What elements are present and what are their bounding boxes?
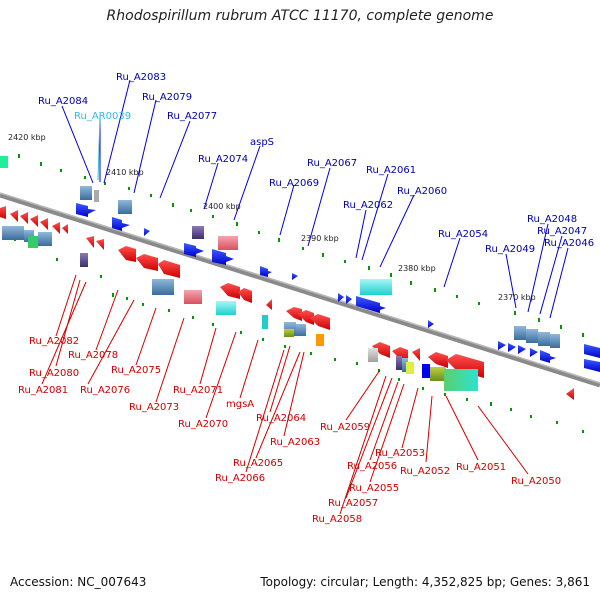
kbp-tick: 2420 kbp <box>8 133 46 142</box>
genome-summary-text: Topology: circular; Length: 4,352,825 bp… <box>260 575 590 589</box>
kbp-tick: 2380 kbp <box>398 264 436 273</box>
gene-label: Ru_A2076 <box>80 385 130 396</box>
gene-label: Ru_A2063 <box>270 437 320 448</box>
gene-label: Ru_A2055 <box>349 483 399 494</box>
gene-label: Ru_A2053 <box>375 448 425 459</box>
gene-label: Ru_A2062 <box>343 200 393 211</box>
gene-label: Ru_A2070 <box>178 419 228 430</box>
gene-label: Ru_A2081 <box>18 385 68 396</box>
gene-label: Ru_A2078 <box>68 350 118 361</box>
gene-label: Ru_A2046 <box>544 238 594 249</box>
map-title: Rhodospirillum rubrum ATCC 11170, comple… <box>106 8 494 24</box>
gene-label: Ru_A2071 <box>173 385 223 396</box>
forward-genes <box>76 203 600 372</box>
gene-label: mgsA <box>226 399 254 410</box>
gene-label: Ru_A2049 <box>485 244 535 255</box>
gene-label: Ru_A2056 <box>347 461 397 472</box>
gene-label: Ru_A2054 <box>438 229 488 240</box>
gene-label: Ru_A2059 <box>320 422 370 433</box>
reverse-genes <box>0 206 574 400</box>
rna-label: Ru_AR0039 <box>74 111 131 122</box>
gene-label: Ru_A2066 <box>215 473 265 484</box>
gc-skew-track-upper <box>18 154 584 337</box>
gene-label: Ru_A2079 <box>142 92 192 103</box>
gene-label: Ru_A2075 <box>111 365 161 376</box>
kbp-tick: 2390 kbp <box>301 234 339 243</box>
gene-label: Ru_A2073 <box>129 402 179 413</box>
gene-label: Ru_A2050 <box>511 476 561 487</box>
gene-label: Ru_A2061 <box>366 165 416 176</box>
gene-label: Ru_A2060 <box>397 186 447 197</box>
kbp-tick-labels: 2420 kbp 2410 kbp 2400 kbp 2390 kbp 2380… <box>8 133 536 302</box>
gene-label: Ru_A2051 <box>456 462 506 473</box>
gene-label: Ru_A2052 <box>400 466 450 477</box>
top-gene-labels: Ru_A2084 Ru_AR0039 Ru_A2083 Ru_A2079 Ru_… <box>38 72 594 255</box>
rna-leader-line <box>97 116 101 181</box>
kbp-tick: 2400 kbp <box>203 202 241 211</box>
bottom-gene-labels: Ru_A2082 Ru_A2080 Ru_A2081 Ru_A2078 Ru_A… <box>18 336 561 525</box>
gene-label: Ru_A2080 <box>29 368 79 379</box>
gene-label: Ru_A2064 <box>256 413 306 424</box>
kbp-tick: 2370 kbp <box>498 293 536 302</box>
kbp-tick: 2410 kbp <box>106 168 144 177</box>
gene-label: Ru_A2083 <box>116 72 166 83</box>
gene-label: Ru_A2048 <box>527 214 577 225</box>
gene-label: Ru_A2058 <box>312 514 362 525</box>
gene-label: aspS <box>250 137 274 148</box>
accession-text: Accession: NC_007643 <box>10 575 147 589</box>
top-leader-lines <box>61 79 569 319</box>
cog-track <box>0 156 560 391</box>
gene-label: Ru_A2057 <box>328 498 378 509</box>
genome-backbone <box>0 192 600 388</box>
gene-label: Ru_A2074 <box>198 154 248 165</box>
bottom-leader-lines <box>41 274 529 515</box>
gene-label: Ru_A2082 <box>29 336 79 347</box>
gene-label: Ru_A2069 <box>269 178 319 189</box>
gene-label: Ru_A2067 <box>307 158 357 169</box>
gene-label: Ru_A2084 <box>38 96 88 107</box>
gene-label: Ru_A2065 <box>233 458 283 469</box>
gene-label: Ru_A2047 <box>537 226 587 237</box>
gene-label: Ru_A2077 <box>167 111 217 122</box>
